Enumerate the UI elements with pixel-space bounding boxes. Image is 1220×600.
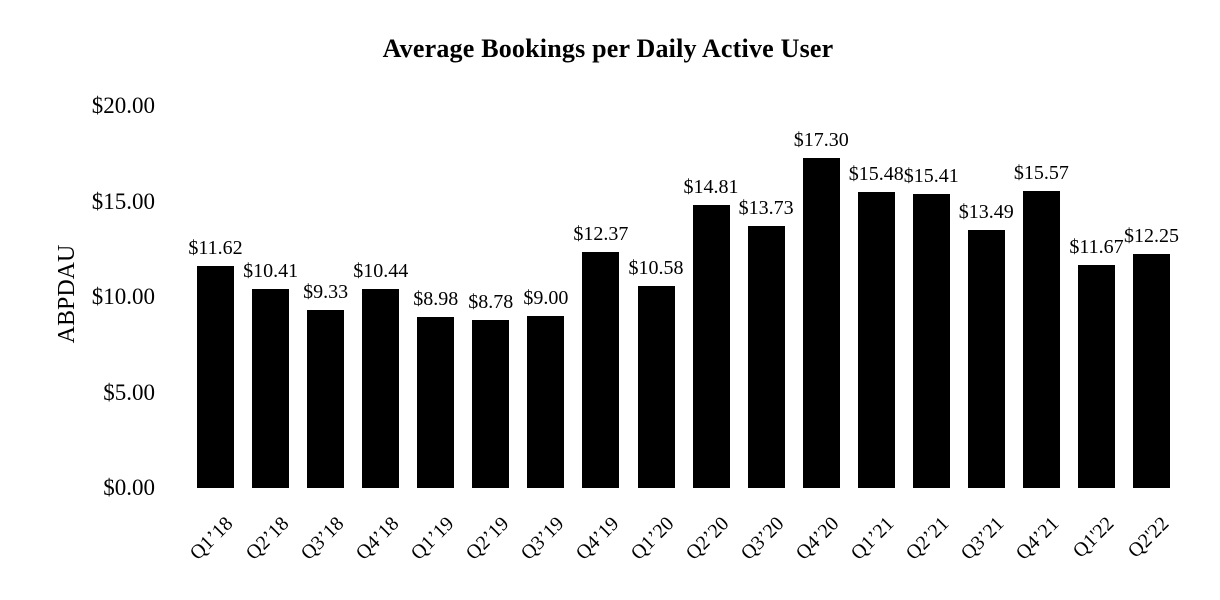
bar-value-label: $11.62 (188, 237, 243, 260)
bar (1022, 190, 1060, 488)
bar (1133, 254, 1170, 488)
bar-value-label: $12.25 (1124, 225, 1179, 247)
bar-value-label: $15.48 (848, 163, 904, 186)
bar (637, 285, 675, 488)
x-tick-label: Q4’19 (571, 512, 624, 565)
x-tick-label: Q2’18 (241, 512, 293, 565)
y-tick-label: $0.00 (103, 475, 155, 500)
bar (747, 225, 785, 488)
bar (362, 288, 400, 488)
bar-value-label: $9.00 (523, 287, 569, 310)
x-tick-label: Q3’19 (516, 512, 569, 565)
x-tick-label: Q2’21 (901, 512, 954, 565)
y-tick-label: $10.00 (91, 284, 155, 309)
bar (472, 320, 510, 488)
x-tick-label: Q1’19 (406, 512, 458, 565)
bar-value-label: $15.57 (1013, 161, 1069, 184)
chart-title: Average Bookings per Daily Active User (382, 34, 834, 63)
bar (857, 192, 895, 488)
bar-value-label: $8.98 (413, 287, 459, 310)
bar-value-label: $10.44 (353, 259, 409, 282)
bar (1078, 265, 1115, 488)
bar (967, 230, 1005, 488)
bar-value-label: $13.73 (738, 196, 794, 219)
bar (197, 266, 234, 488)
x-tick-label: Q1'22 (1069, 512, 1119, 563)
bar-value-label: $17.30 (793, 128, 849, 151)
bar (307, 309, 345, 488)
x-tick-label: Q1’18 (186, 512, 238, 565)
bar (692, 205, 730, 488)
bar (802, 157, 840, 488)
x-tick-label: Q4’21 (1011, 512, 1064, 565)
bar-value-label: $14.81 (683, 176, 739, 199)
bar (252, 289, 290, 488)
bar-value-label: $9.33 (303, 280, 349, 303)
bar-value-label: $10.41 (243, 260, 299, 283)
x-tick-label: Q1’20 (626, 512, 679, 565)
y-tick-label: $20.00 (91, 93, 155, 118)
x-tick-label: Q3’21 (956, 512, 1009, 565)
x-tick-label: Q4’20 (791, 512, 844, 565)
x-tick-label: Q2'22 (1124, 512, 1174, 563)
bar-value-label: $11.67 (1069, 236, 1124, 259)
x-tick-label: Q1’21 (846, 512, 899, 565)
x-tick-label: Q2’19 (461, 512, 514, 565)
y-tick-label: $5.00 (103, 379, 155, 405)
y-tick-label: $15.00 (91, 188, 155, 214)
bar (527, 316, 565, 488)
bar-value-label: $15.41 (903, 164, 959, 187)
x-tick-label: Q2’20 (681, 512, 734, 565)
x-tick-label: Q3’18 (296, 512, 348, 565)
bar-value-label: $12.37 (573, 222, 629, 245)
bar (582, 251, 620, 488)
bar (417, 316, 455, 488)
bar-value-label: $8.78 (468, 291, 514, 314)
x-tick-label: Q4’18 (351, 512, 403, 565)
bar-value-label: $13.49 (958, 201, 1014, 224)
bar-value-label: $10.58 (628, 256, 684, 279)
x-tick-label: Q3’20 (736, 512, 789, 565)
bar (912, 193, 950, 488)
